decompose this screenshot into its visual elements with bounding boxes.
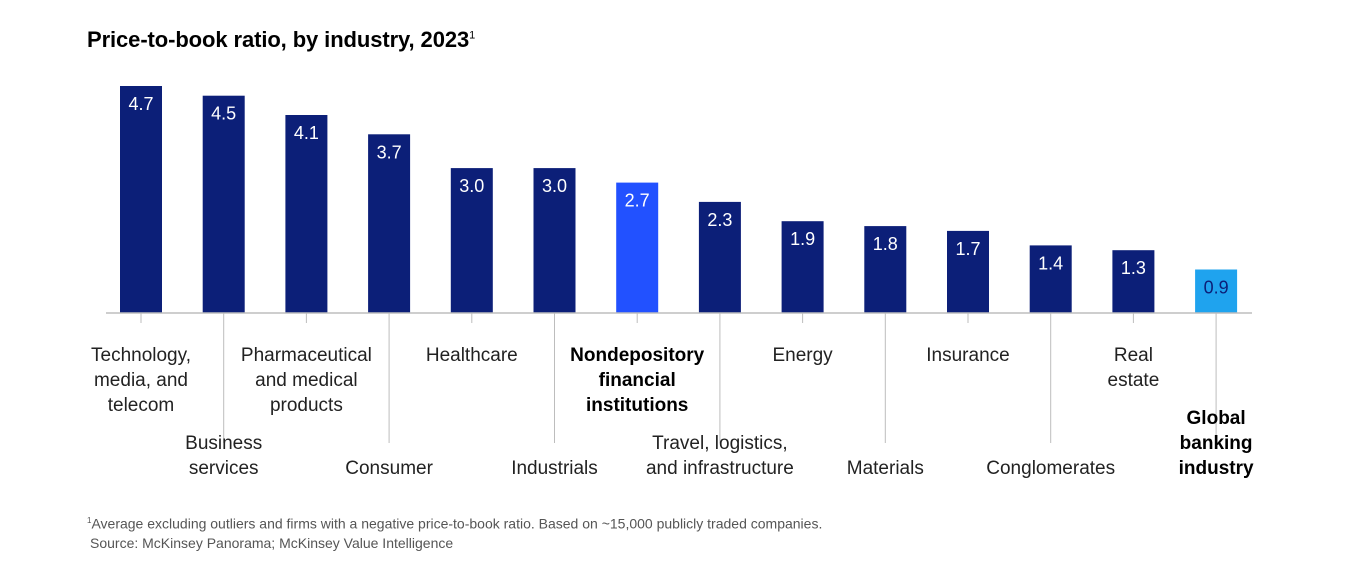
category-label: Nondepository financial institutions bbox=[570, 345, 704, 416]
bar bbox=[864, 226, 907, 313]
bar bbox=[285, 115, 328, 313]
category-label: Pharmaceutical and medical products bbox=[241, 345, 372, 416]
category-label-line: telecom bbox=[108, 395, 175, 416]
chart-title-text: Price-to-book ratio, by industry, 2023 bbox=[87, 27, 470, 52]
category-label-line: institutions bbox=[586, 395, 688, 416]
bar bbox=[698, 201, 741, 313]
category-label-line: Technology, bbox=[91, 345, 191, 366]
category-label-line: Industrials bbox=[511, 458, 598, 479]
category-labels-layer: Technology, media, and telecom Business serv… bbox=[91, 345, 1254, 479]
bar-chart: 4.7 4.5 4.1 3.7 3.0 3.0 2.7 2.3 1.9 1.8 1.7 1.4 1.3 0… bbox=[91, 86, 1254, 479]
title-footnote-marker: 1 bbox=[469, 29, 476, 42]
category-label-line: and medical bbox=[255, 370, 357, 391]
chart-title: Price-to-book ratio, by industry, 20231 bbox=[87, 27, 475, 53]
category-label-line: products bbox=[270, 395, 343, 416]
bar bbox=[1029, 245, 1072, 313]
bar-value-label: 3.0 bbox=[542, 176, 567, 196]
bar-value-label: 3.0 bbox=[459, 176, 484, 196]
bar-value-label: 1.3 bbox=[1121, 258, 1146, 278]
bar-value-label: 2.7 bbox=[625, 191, 650, 211]
bars-layer bbox=[120, 86, 1238, 313]
category-label-line: Materials bbox=[847, 458, 924, 479]
category-label: Conglomerates bbox=[986, 458, 1115, 479]
category-label: Global banking industry bbox=[1179, 408, 1254, 479]
category-label: Energy bbox=[772, 345, 833, 366]
category-label-line: Consumer bbox=[345, 458, 433, 479]
bar bbox=[202, 95, 245, 313]
bar bbox=[533, 168, 576, 313]
bar-value-label: 1.8 bbox=[873, 234, 898, 254]
category-label: Materials bbox=[847, 458, 924, 479]
footnote-line: 1Average excluding outliers and firms wi… bbox=[87, 511, 822, 534]
bar bbox=[781, 221, 824, 313]
category-label-line: Global bbox=[1187, 408, 1246, 429]
category-label: Consumer bbox=[345, 458, 433, 479]
bar bbox=[1195, 269, 1238, 313]
category-label: Travel, logistics, and infrastructure bbox=[646, 433, 794, 479]
category-label-line: media, and bbox=[94, 370, 188, 391]
bar-value-label: 4.7 bbox=[128, 94, 153, 114]
category-label-line: industry bbox=[1179, 458, 1254, 479]
category-label-line: Insurance bbox=[926, 345, 1009, 366]
category-label-line: Pharmaceutical bbox=[241, 345, 372, 366]
category-label-line: and infrastructure bbox=[646, 458, 794, 479]
bar-value-label: 1.9 bbox=[790, 229, 815, 249]
bar bbox=[1112, 250, 1155, 313]
bar bbox=[120, 86, 162, 313]
bar-value-label: 2.3 bbox=[707, 210, 732, 230]
category-label-line: Healthcare bbox=[426, 345, 518, 366]
bar-value-label: 3.7 bbox=[377, 142, 402, 162]
bar bbox=[947, 230, 989, 313]
bar-value-label: 4.1 bbox=[294, 123, 319, 143]
bar-value-label: 1.7 bbox=[955, 239, 980, 259]
bar bbox=[368, 134, 411, 313]
category-label-line: Conglomerates bbox=[986, 458, 1115, 479]
bar-value-label: 0.9 bbox=[1204, 278, 1229, 298]
category-label-line: services bbox=[189, 458, 259, 479]
category-label: Business services bbox=[185, 433, 262, 479]
category-label-line: Travel, logistics, bbox=[652, 433, 788, 454]
value-labels-layer: 4.7 4.5 4.1 3.7 3.0 3.0 2.7 2.3 1.9 1.8 1.7 1.4 1.3 0… bbox=[128, 94, 1228, 298]
category-label: Real estate bbox=[1108, 345, 1160, 391]
category-label-line: estate bbox=[1108, 370, 1160, 391]
source-line: Source: McKinsey Panorama; McKinsey Valu… bbox=[90, 534, 454, 551]
category-label-line: Nondepository bbox=[570, 345, 704, 366]
category-label-line: Energy bbox=[772, 345, 833, 366]
category-label: Technology, media, and telecom bbox=[91, 345, 191, 416]
category-label-line: Real bbox=[1114, 345, 1153, 366]
category-ticks-layer bbox=[140, 313, 1217, 443]
bar-value-label: 1.4 bbox=[1038, 253, 1063, 273]
category-label: Healthcare bbox=[426, 345, 518, 366]
footnotes: 1Average excluding outliers and firms wi… bbox=[87, 511, 822, 553]
category-label: Insurance bbox=[926, 345, 1009, 366]
footnote-text: Average excluding outliers and firms wit… bbox=[91, 515, 823, 532]
category-label-line: Business bbox=[185, 433, 262, 454]
bar bbox=[450, 168, 493, 313]
category-label-line: banking bbox=[1180, 433, 1253, 454]
bar bbox=[616, 182, 659, 313]
bar-value-label: 4.5 bbox=[211, 104, 236, 124]
footnote-marker: 1 bbox=[87, 516, 92, 525]
category-label-line: financial bbox=[599, 370, 676, 391]
category-label: Industrials bbox=[511, 458, 598, 479]
